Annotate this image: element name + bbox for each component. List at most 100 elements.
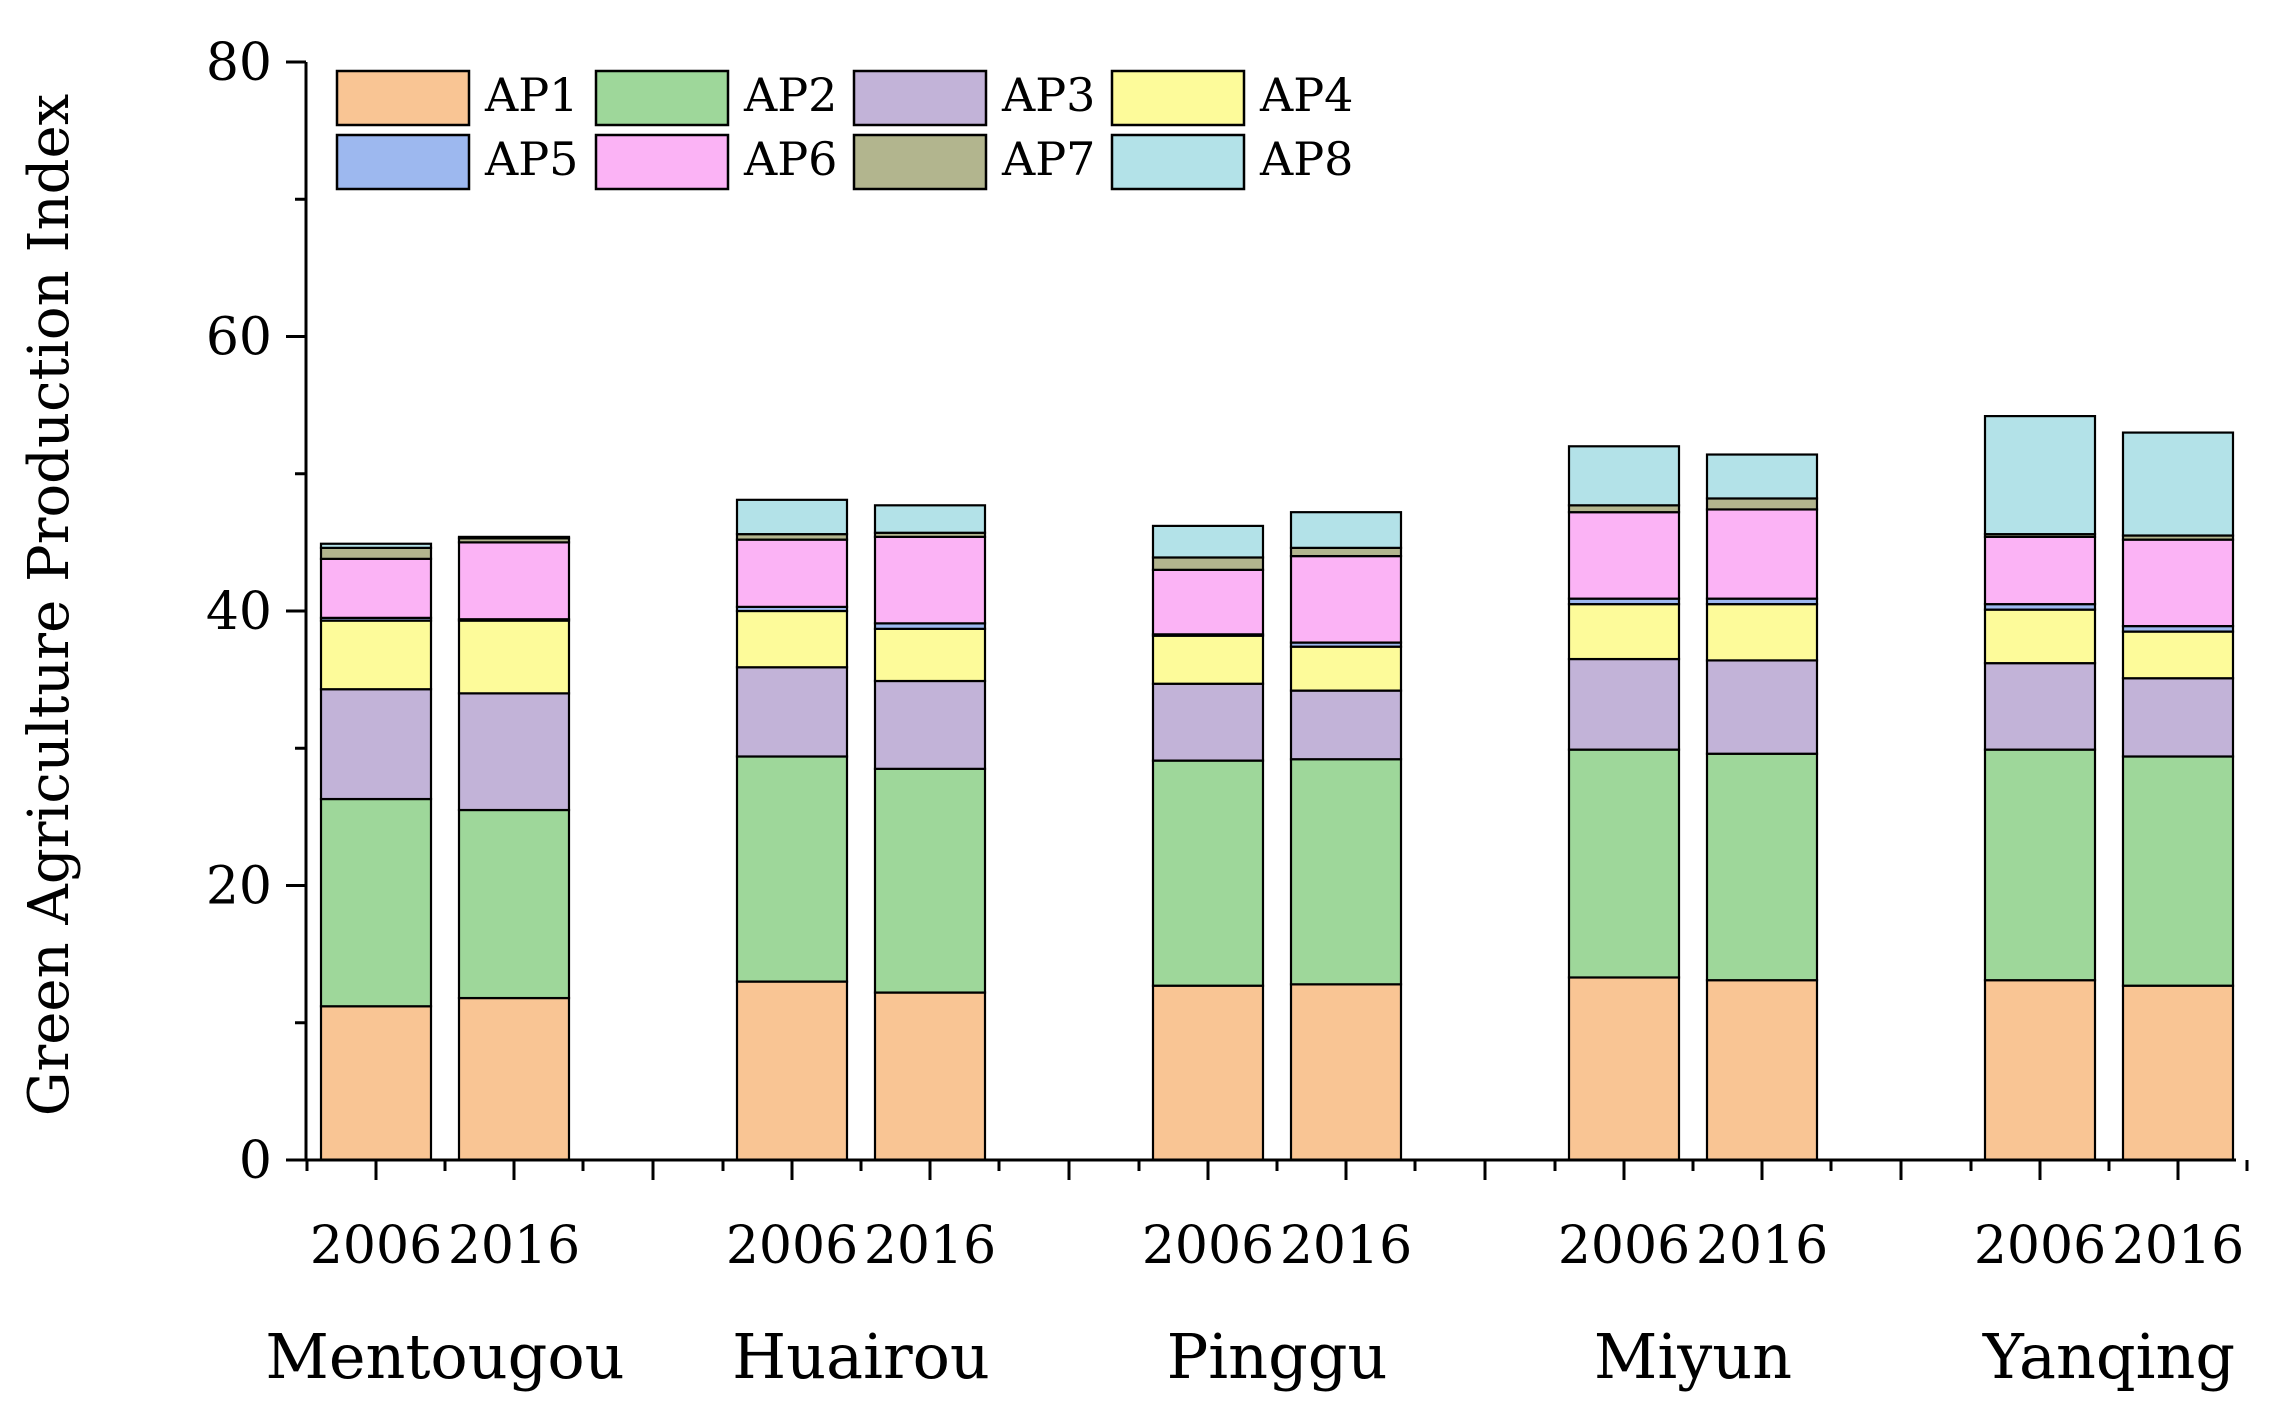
x-group-label: Huairou: [732, 1320, 990, 1393]
legend-item-ap1: AP1: [335, 68, 578, 127]
legend-swatch: [852, 133, 988, 191]
bar-segment-ap6: [735, 538, 849, 608]
legend-swatch: [335, 69, 471, 127]
y-tick-label: 0: [239, 1131, 272, 1191]
bar-segment-ap6: [1983, 535, 2097, 606]
bar-segment-ap8: [457, 535, 571, 540]
x-year-label: 2016: [1280, 1216, 1412, 1276]
y-tick-label: 60: [206, 308, 272, 368]
bar-segment-ap3: [1567, 657, 1681, 751]
bar-segment-ap3: [1705, 659, 1819, 755]
bar-segment-ap3: [735, 666, 849, 758]
bar-segment-ap4: [873, 627, 987, 683]
legend-swatch: [594, 69, 730, 127]
y-axis-title: Green Agriculture Production Index: [17, 94, 82, 1116]
x-year-label: 2006: [310, 1216, 442, 1276]
bar-segment-ap8: [2121, 431, 2235, 537]
legend-item-ap6: AP6: [594, 132, 837, 191]
x-group-label: Pinggu: [1167, 1320, 1388, 1393]
bar-segment-ap1: [1289, 983, 1403, 1162]
bar-segment-ap3: [319, 688, 433, 801]
bar-segment-ap3: [873, 679, 987, 770]
bar-segment-ap3: [457, 692, 571, 812]
legend-label: AP4: [1259, 68, 1353, 122]
bar-segment-ap7: [1289, 546, 1403, 558]
legend-swatch: [852, 69, 988, 127]
bar-segment-ap2: [1289, 758, 1403, 986]
bar-segment-ap3: [2121, 677, 2235, 758]
bar-segment-ap6: [319, 557, 433, 619]
x-year-label: 2016: [448, 1216, 580, 1276]
bar-segment-ap2: [873, 767, 987, 994]
legend-item-ap8: AP8: [1110, 132, 1353, 191]
legend-item-ap7: AP7: [852, 132, 1095, 191]
legend-swatch: [1110, 133, 1246, 191]
bar-segment-ap4: [1289, 645, 1403, 692]
x-year-label: 2006: [1142, 1216, 1274, 1276]
x-year-label: 2016: [864, 1216, 996, 1276]
bar-segment-ap6: [1151, 568, 1265, 636]
x-year-label: 2006: [1558, 1216, 1690, 1276]
legend-item-ap4: AP4: [1110, 68, 1353, 127]
y-tick-label: 40: [206, 582, 272, 642]
bar-segment-ap4: [1983, 608, 2097, 665]
bar-segment-ap1: [319, 1005, 433, 1162]
x-year-label: 2016: [1696, 1216, 1828, 1276]
x-year-label: 2016: [2112, 1216, 2244, 1276]
x-year-label: 2006: [1974, 1216, 2106, 1276]
bar-segment-ap8: [1567, 445, 1681, 507]
bar-segment-ap6: [1567, 511, 1681, 600]
y-tick-label: 20: [206, 857, 272, 917]
legend-item-ap3: AP3: [852, 68, 1095, 127]
bars-layer: [319, 415, 2235, 1162]
bar-segment-ap3: [1983, 662, 2097, 751]
bar-segment-ap1: [1567, 976, 1681, 1162]
bar-segment-ap7: [1151, 556, 1265, 571]
bar-segment-ap2: [1151, 759, 1265, 987]
x-group-label: Miyun: [1594, 1320, 1792, 1393]
bar-segment-ap6: [873, 535, 987, 625]
legend-label: AP8: [1259, 132, 1353, 186]
bar-segment-ap4: [457, 619, 571, 695]
bar-segment-ap4: [319, 619, 433, 691]
bar-segment-ap2: [319, 797, 433, 1008]
bar-segment-ap1: [1705, 979, 1819, 1162]
bar-segment-ap8: [735, 498, 849, 536]
bar-segment-ap4: [1151, 634, 1265, 685]
bar-segment-ap2: [1567, 748, 1681, 979]
bar-segment-ap6: [1289, 554, 1403, 644]
bar-segment-ap1: [457, 996, 571, 1162]
bar-segment-ap6: [457, 541, 571, 621]
legend-item-ap2: AP2: [594, 68, 837, 127]
legend-swatch: [1110, 69, 1246, 127]
legend-swatch: [594, 133, 730, 191]
x-group-label: Mentougou: [265, 1320, 624, 1393]
legend: AP1 AP2 AP3 AP4 AP5 AP6 AP7 AP8: [335, 68, 1353, 191]
legend-label: AP5: [484, 132, 578, 186]
bar-segment-ap4: [1705, 603, 1819, 662]
y-tick-label: 80: [206, 33, 272, 93]
bar-segment-ap8: [1289, 511, 1403, 549]
bar-segment-ap2: [2121, 755, 2235, 987]
bar-segment-ap2: [1983, 748, 2097, 982]
bar-segment-ap4: [2121, 630, 2235, 680]
legend-label: AP3: [1001, 68, 1095, 122]
legend-label: AP1: [484, 68, 578, 122]
bar-segment-ap1: [735, 980, 849, 1162]
bar-segment-ap8: [1705, 453, 1819, 500]
legend-label: AP2: [743, 68, 837, 122]
bar-segment-ap7: [319, 546, 433, 560]
bar-segment-ap1: [2121, 984, 2235, 1162]
bar-segment-ap1: [873, 991, 987, 1162]
bar-segment-ap8: [873, 504, 987, 534]
bar-segment-ap3: [1289, 689, 1403, 761]
bar-segment-ap1: [1983, 979, 2097, 1162]
bar-segment-ap4: [735, 609, 849, 669]
bar-segment-ap6: [1705, 508, 1819, 600]
bar-segment-ap4: [1567, 603, 1681, 661]
legend-label: AP7: [1001, 132, 1095, 186]
bar-segment-ap3: [1151, 682, 1265, 762]
bar-segment-ap1: [1151, 984, 1265, 1162]
